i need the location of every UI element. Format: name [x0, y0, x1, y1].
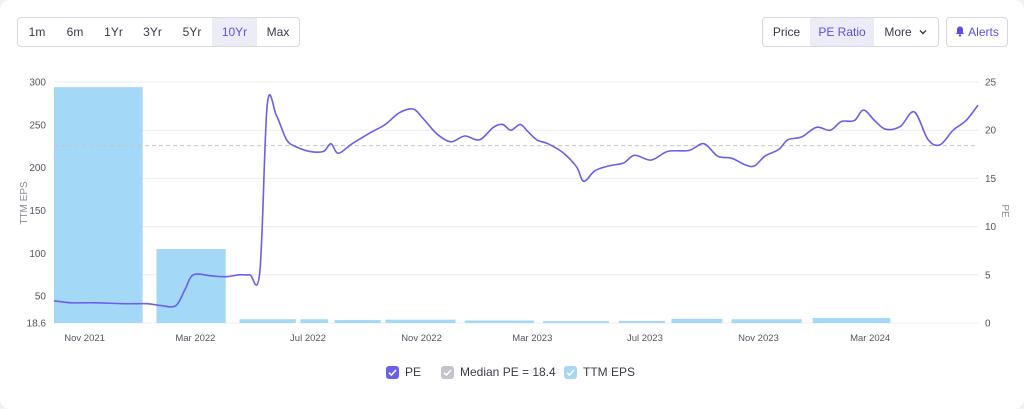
pe-series-line [53, 94, 979, 308]
right-axis-label: PE [999, 204, 1010, 218]
eps-bar[interactable] [239, 319, 296, 323]
eps-bar[interactable] [812, 317, 891, 323]
right-axis-tick: 10 [985, 222, 997, 233]
eps-bar[interactable] [671, 318, 723, 323]
legend-eps[interactable]: TTM EPS [564, 362, 635, 382]
range-1yr-button[interactable]: 1Yr [104, 25, 123, 39]
x-axis-tick: Mar 2022 [175, 333, 215, 344]
left-axis-tick: 200 [29, 163, 46, 174]
checkbox-icon [564, 365, 577, 379]
eps-bar[interactable] [464, 320, 534, 323]
left-axis-tick: 100 [29, 249, 46, 260]
legend-eps-label: TTM EPS [583, 365, 636, 379]
x-axis-tick: Nov 2022 [401, 333, 442, 344]
eps-bar[interactable] [543, 321, 609, 323]
left-axis-tick: 250 [29, 120, 46, 131]
legend-pe[interactable]: PE [386, 362, 421, 382]
chart-legend: PE Median PE = 18.4 TTM EPS [0, 362, 1024, 382]
left-axis-tick: 150 [29, 206, 46, 217]
eps-bar[interactable] [334, 320, 381, 323]
left-axis-tick: 300 [29, 78, 46, 89]
price-button[interactable]: Price [772, 25, 801, 39]
range-1m-button[interactable]: 1m [28, 25, 46, 39]
more-dropdown[interactable]: More [874, 18, 938, 46]
range-3yr-button[interactable]: 3Yr [143, 25, 162, 39]
range-5yr-button[interactable]: 5Yr [182, 25, 202, 39]
x-axis-tick: Nov 2023 [738, 333, 779, 344]
x-axis-tick: Jul 2022 [290, 333, 326, 344]
eps-bar[interactable] [156, 249, 226, 323]
right-axis-tick: 15 [985, 174, 997, 185]
right-axis-tick: 0 [985, 319, 991, 330]
metric-selector: Price PE Ratio More [762, 17, 939, 47]
left-axis-tick: 18.6 [27, 319, 47, 330]
checkbox-icon [441, 365, 454, 379]
range-6m-button[interactable]: 6m [66, 25, 84, 39]
range-selector: 1m 6m 1Yr 3Yr 5Yr 10Yr Max [17, 17, 300, 47]
right-axis-tick: 25 [985, 78, 997, 89]
bell-icon [956, 26, 965, 37]
range-10yr-button[interactable]: 10Yr [212, 18, 257, 46]
alerts-button[interactable]: Alerts [946, 17, 1008, 47]
x-axis-tick: Mar 2024 [850, 333, 890, 344]
eps-bar[interactable] [54, 87, 143, 323]
eps-bar[interactable] [300, 319, 329, 323]
left-axis-label: TTM EPS [19, 181, 30, 225]
chevron-down-icon [919, 30, 927, 35]
range-max-button[interactable]: Max [266, 25, 290, 39]
right-axis-tick: 20 [985, 126, 997, 137]
eps-bar[interactable] [618, 320, 666, 323]
alerts-label: Alerts [968, 25, 999, 39]
legend-median[interactable]: Median PE = 18.4 [441, 362, 556, 382]
eps-bar[interactable] [731, 319, 802, 323]
x-axis-tick: Nov 2021 [64, 333, 105, 344]
legend-median-label: Median PE = 18.4 [460, 365, 556, 379]
legend-pe-label: PE [405, 365, 422, 379]
left-axis-tick: 50 [35, 292, 47, 303]
x-axis-tick: Mar 2023 [512, 333, 552, 344]
eps-bar[interactable] [385, 319, 456, 323]
more-label: More [884, 25, 912, 39]
right-axis-tick: 5 [985, 270, 991, 281]
checkbox-icon [386, 365, 399, 379]
x-axis-tick: Jul 2023 [627, 333, 663, 344]
pe-ratio-button[interactable]: PE Ratio [810, 18, 874, 46]
